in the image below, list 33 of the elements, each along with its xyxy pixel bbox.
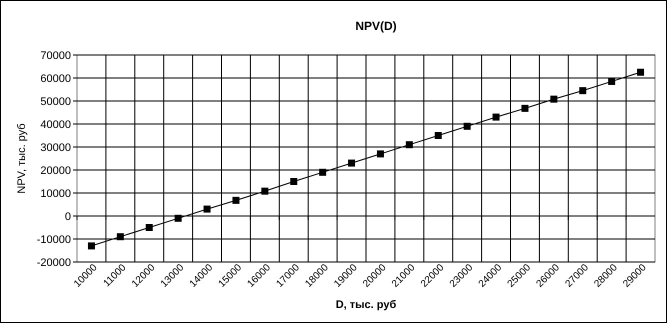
point	[434, 132, 442, 139]
point	[290, 178, 298, 185]
point	[146, 224, 153, 231]
y-tick-label: 60000	[40, 73, 71, 85]
point	[550, 96, 558, 103]
chart-title: NPV(D)	[355, 19, 397, 33]
point	[492, 114, 500, 121]
y-tick-label: 0	[64, 211, 71, 223]
x-axis-title: D, тыс. руб	[336, 299, 396, 311]
y-tick-label: 30000	[40, 142, 71, 154]
point	[174, 214, 182, 222]
y-tick-label: -20000	[36, 257, 71, 269]
point	[608, 78, 616, 85]
y-tick-label: 10000	[40, 188, 71, 200]
y-tick-label: -10000	[36, 234, 71, 246]
y-tick-label: 20000	[40, 165, 71, 177]
point	[319, 168, 326, 176]
point	[116, 233, 124, 240]
point	[579, 87, 586, 94]
point	[637, 68, 644, 76]
point	[232, 196, 240, 204]
point	[521, 104, 528, 112]
point	[204, 206, 211, 213]
y-tick-label: 40000	[40, 119, 71, 131]
point	[261, 188, 268, 195]
y-tick-label: 50000	[40, 96, 71, 108]
y-tick-label: 70000	[40, 50, 71, 62]
point	[348, 160, 356, 167]
point	[464, 122, 471, 130]
point	[88, 242, 95, 250]
y-axis-title: NPV, тыс. руб	[16, 123, 28, 194]
point	[376, 150, 384, 158]
point	[406, 141, 413, 148]
